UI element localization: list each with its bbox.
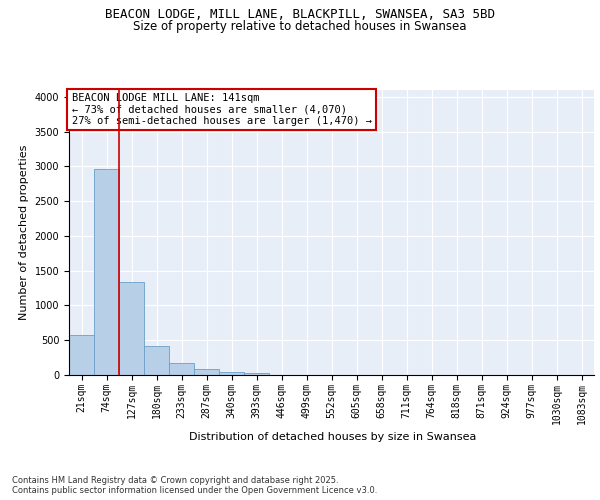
Bar — [144, 346, 169, 375]
Text: BEACON LODGE MILL LANE: 141sqm
← 73% of detached houses are smaller (4,070)
27% : BEACON LODGE MILL LANE: 141sqm ← 73% of … — [71, 93, 371, 126]
Text: Distribution of detached houses by size in Swansea: Distribution of detached houses by size … — [190, 432, 476, 442]
Bar — [119, 282, 144, 375]
Bar — [219, 372, 244, 375]
Bar — [169, 363, 194, 375]
Bar — [94, 168, 119, 375]
Bar — [69, 334, 94, 375]
Text: Contains HM Land Registry data © Crown copyright and database right 2025.
Contai: Contains HM Land Registry data © Crown c… — [12, 476, 377, 495]
Text: Size of property relative to detached houses in Swansea: Size of property relative to detached ho… — [133, 20, 467, 33]
Bar — [244, 373, 269, 375]
Text: BEACON LODGE, MILL LANE, BLACKPILL, SWANSEA, SA3 5BD: BEACON LODGE, MILL LANE, BLACKPILL, SWAN… — [105, 8, 495, 20]
Y-axis label: Number of detached properties: Number of detached properties — [19, 145, 29, 320]
Bar — [194, 368, 219, 375]
